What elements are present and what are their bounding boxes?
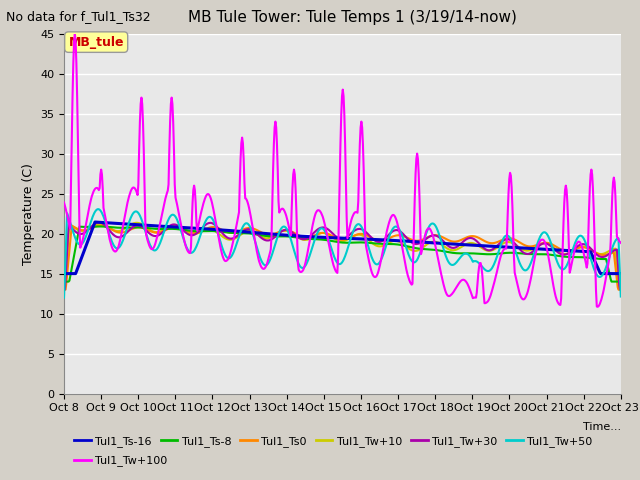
Text: No data for f_Tul1_Ts32: No data for f_Tul1_Ts32: [6, 10, 151, 23]
Text: MB_tule: MB_tule: [68, 36, 124, 48]
Text: Time...: Time...: [582, 422, 621, 432]
Y-axis label: Temperature (C): Temperature (C): [22, 163, 35, 264]
Legend: Tul1_Tw+100: Tul1_Tw+100: [70, 451, 172, 471]
Text: MB Tule Tower: Tule Temps 1 (3/19/14-now): MB Tule Tower: Tule Temps 1 (3/19/14-now…: [188, 10, 516, 24]
